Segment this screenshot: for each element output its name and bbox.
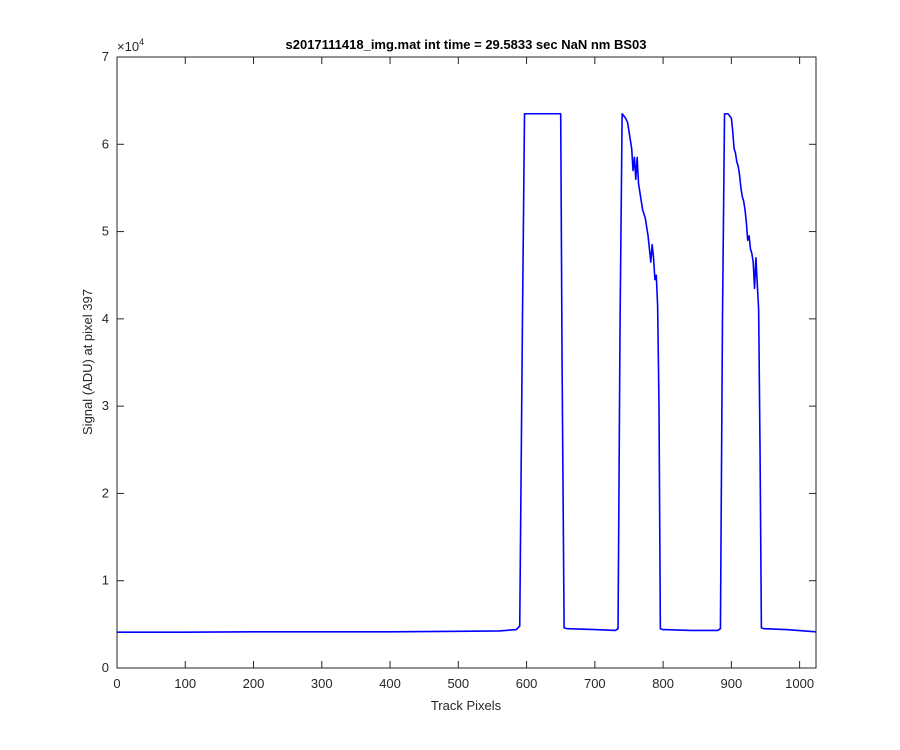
- chart-title: s2017111418_img.mat int time = 29.5833 s…: [286, 37, 647, 52]
- x-axis-label: Track Pixels: [431, 698, 502, 713]
- x-tick-label: 700: [584, 676, 606, 691]
- x-tick-label: 100: [174, 676, 196, 691]
- x-tick-label: 0: [113, 676, 120, 691]
- x-tick-label: 600: [516, 676, 538, 691]
- x-tick-label: 800: [652, 676, 674, 691]
- y-tick-label: 4: [102, 311, 109, 326]
- x-tick-label: 500: [447, 676, 469, 691]
- x-tick-label: 900: [721, 676, 743, 691]
- labels-layer: s2017111418_img.mat int time = 29.5833 s…: [80, 37, 646, 713]
- y-tick-label: 7: [102, 49, 109, 64]
- y-tick-label: 2: [102, 485, 109, 500]
- ticks-layer: 0 100 200 300 400 500 600 700 800 900 1000 0 1 2 3 4 5 6 7: [102, 49, 816, 691]
- y-tick-label: 0: [102, 660, 109, 675]
- y-tick-label: 3: [102, 398, 109, 413]
- plot-area: [117, 57, 816, 668]
- y-exponent-power: 4: [139, 37, 144, 47]
- y-tick-label: 1: [102, 573, 109, 588]
- x-tick-label: 1000: [785, 676, 814, 691]
- y-tick-label: 5: [102, 224, 109, 239]
- y-axis-label: Signal (ADU) at pixel 397: [80, 289, 95, 435]
- y-tick-label: 6: [102, 136, 109, 151]
- x-tick-label: 400: [379, 676, 401, 691]
- signal-series-line: [117, 112, 817, 634]
- x-tick-label: 200: [243, 676, 265, 691]
- y-exponent-base: ×10: [117, 39, 139, 54]
- axes-box: [116, 56, 817, 669]
- series-layer: [117, 112, 817, 634]
- x-tick-label: 300: [311, 676, 333, 691]
- y-exponent-label: ×104: [117, 37, 144, 54]
